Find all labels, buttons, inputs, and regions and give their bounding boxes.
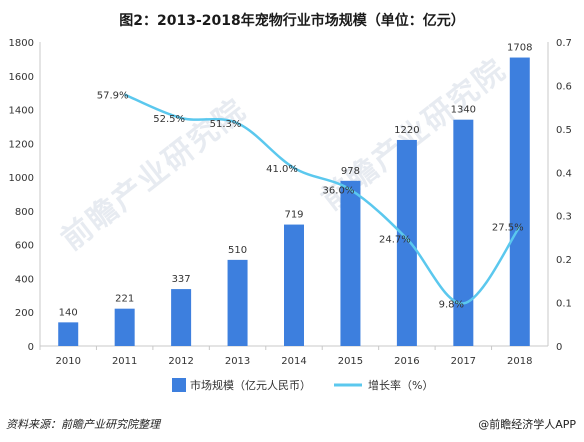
- x-axis-tick-label: 2017: [451, 356, 476, 367]
- right-axis-tick-label: 0.4: [556, 168, 572, 179]
- bar: [284, 224, 304, 346]
- line-data-label: 9.8%: [439, 299, 464, 310]
- bar: [453, 119, 474, 346]
- x-axis-tick-label: 2010: [55, 356, 80, 367]
- left-axis-tick-label: 0: [28, 342, 34, 353]
- right-axis-tick-label: 0.7: [556, 38, 572, 49]
- source-note: 资料来源：前瞻产业研究院整理: [6, 418, 160, 431]
- right-axis-tick-label: 0.3: [556, 212, 572, 223]
- chart-title: 图2：2013-2018年宠物行业市场规模（单位：亿元）: [119, 13, 465, 29]
- bar: [114, 308, 135, 346]
- bar-data-label: 1708: [507, 43, 532, 54]
- left-axis-tick-label: 400: [15, 274, 34, 285]
- legend-bar-swatch: [172, 378, 186, 392]
- bar-data-label: 719: [284, 210, 303, 221]
- x-axis-tick-label: 2011: [112, 356, 137, 367]
- bar-data-label: 978: [341, 166, 360, 177]
- left-axis-tick-label: 200: [15, 308, 34, 319]
- line-data-label: 41.0%: [266, 164, 298, 175]
- bar: [58, 322, 79, 346]
- bar: [171, 289, 192, 346]
- line-data-label: 57.9%: [97, 91, 129, 102]
- bar: [227, 259, 248, 346]
- legend-line-label: 增长率（%）: [368, 378, 433, 392]
- left-axis-tick-label: 600: [15, 241, 34, 252]
- line-data-label: 27.5%: [492, 223, 524, 234]
- line-data-label: 52.5%: [153, 114, 185, 125]
- line-data-label: 51.3%: [210, 119, 242, 130]
- legend-bar-label: 市场规模（亿元人民币）: [190, 378, 311, 392]
- right-axis-tick-label: 0.5: [556, 125, 572, 136]
- bar-data-label: 221: [115, 294, 134, 305]
- bar-data-label: 1220: [394, 125, 419, 136]
- bar-data-label: 510: [228, 245, 247, 256]
- x-axis-tick-label: 2018: [507, 356, 532, 367]
- x-axis-tick-label: 2016: [394, 356, 419, 367]
- left-axis-tick-label: 800: [15, 207, 34, 218]
- bar: [509, 57, 530, 346]
- bar: [340, 180, 361, 346]
- brand-credit: @前瞻经济学人APP: [478, 418, 576, 431]
- left-axis-tick-label: 1000: [9, 173, 34, 184]
- left-axis-tick-label: 1200: [9, 139, 34, 150]
- left-axis-tick-label: 1600: [9, 72, 34, 83]
- bar-data-label: 1340: [451, 105, 476, 116]
- x-axis-tick-label: 2015: [338, 356, 363, 367]
- growth-rate-line: [124, 93, 521, 305]
- bar: [396, 139, 417, 346]
- x-axis-tick-label: 2013: [225, 356, 250, 367]
- bar-data-label: 140: [59, 307, 78, 318]
- left-axis-tick-label: 1800: [9, 38, 34, 49]
- x-axis-tick-label: 2012: [168, 356, 193, 367]
- right-axis-tick-label: 0.6: [556, 81, 572, 92]
- right-axis-tick-label: 0: [556, 342, 562, 353]
- line-data-label: 24.7%: [379, 235, 411, 246]
- bar-data-label: 337: [172, 274, 191, 285]
- right-axis-tick-label: 0.2: [556, 255, 572, 266]
- right-axis-tick-label: 0.1: [556, 299, 572, 310]
- x-axis-tick-label: 2014: [281, 356, 306, 367]
- left-axis-tick-label: 1400: [9, 106, 34, 117]
- line-data-label: 36.0%: [323, 186, 355, 197]
